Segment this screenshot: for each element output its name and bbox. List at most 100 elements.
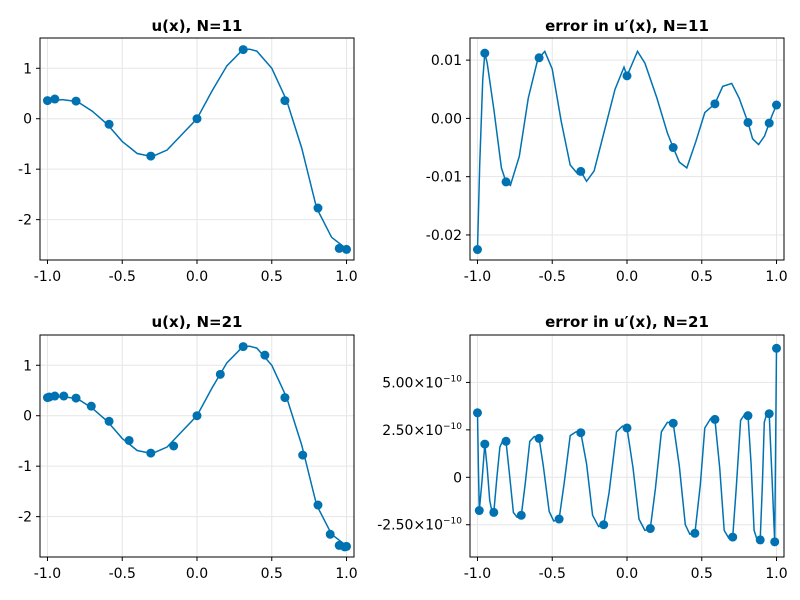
data-point: [215, 369, 225, 379]
data-point: [743, 117, 753, 127]
x-tick-label: -0.5: [539, 269, 566, 285]
x-tick-label: 0.5: [261, 269, 283, 285]
y-tick-label: -2.50×10−10: [377, 517, 462, 534]
data-point: [238, 45, 248, 55]
data-point: [59, 391, 69, 401]
data-point: [342, 541, 352, 551]
data-point: [298, 450, 308, 460]
y-tick-label: -1: [18, 459, 32, 475]
data-point: [480, 48, 490, 58]
data-point: [534, 433, 544, 443]
series-line: [47, 48, 347, 250]
data-point: [710, 414, 720, 424]
data-point: [764, 118, 774, 128]
x-tick-label: 0.5: [691, 566, 713, 582]
data-point: [146, 448, 156, 458]
data-point: [728, 532, 738, 542]
x-tick-label: -1.0: [34, 269, 61, 285]
data-point: [71, 96, 81, 106]
x-tick-label: -1.0: [464, 269, 491, 285]
data-point: [516, 510, 526, 520]
data-point: [710, 99, 720, 109]
x-tick-label: 0.5: [261, 566, 283, 582]
data-point: [480, 439, 490, 449]
data-point: [764, 409, 774, 419]
y-tick-label: 0.01: [431, 53, 462, 69]
x-tick-label: 0.0: [186, 269, 208, 285]
y-tick-label: 1: [23, 61, 32, 77]
data-point: [280, 96, 290, 106]
data-point: [770, 537, 780, 547]
data-point: [86, 401, 96, 411]
data-point: [645, 524, 655, 534]
x-tick-label: 0.0: [186, 566, 208, 582]
data-point: [238, 342, 248, 352]
data-point: [50, 94, 60, 104]
x-tick-label: 1.0: [335, 566, 357, 582]
y-tick-label: 0: [23, 409, 32, 425]
data-point: [599, 520, 609, 530]
y-tick-label: -2: [18, 213, 32, 229]
data-point: [622, 71, 632, 81]
y-tick-label: 0: [23, 112, 32, 128]
x-tick-label: -0.5: [539, 566, 566, 582]
panel-title: u(x), N=21: [152, 313, 243, 331]
data-point: [192, 411, 202, 421]
data-point: [104, 119, 114, 129]
y-tick-label: 1: [23, 358, 32, 374]
data-point: [71, 393, 81, 403]
data-point: [342, 244, 352, 254]
data-point: [534, 53, 544, 63]
data-point: [472, 245, 482, 255]
x-tick-label: 0.0: [616, 566, 638, 582]
data-point: [192, 114, 202, 124]
x-tick-label: 1.0: [765, 269, 787, 285]
data-point: [325, 529, 335, 539]
data-point: [668, 143, 678, 153]
panel-error-n11: error in u′(x), N=11 -1.0 -0.5 0.0 0.5 1.0 0.…: [426, 17, 788, 285]
data-point: [260, 350, 270, 360]
data-point: [576, 166, 586, 176]
y-tick-label: -2: [18, 510, 32, 526]
data-point: [42, 96, 52, 106]
y-tick-label: 0.00: [431, 111, 462, 127]
data-point: [743, 411, 753, 421]
data-point: [313, 203, 323, 213]
x-tick-label: 1.0: [335, 269, 357, 285]
data-point: [280, 393, 290, 403]
data-point: [146, 151, 156, 161]
panel-u-n21: u(x), N=21 -1.0 -0.5 0.0 0.5 1.0 1 0 -1 -2: [18, 313, 358, 582]
data-point: [489, 507, 499, 517]
y-tick-label: 2.50×10−10: [382, 422, 462, 439]
y-tick-label: 5.00×10−10: [382, 374, 462, 391]
x-tick-label: -1.0: [464, 566, 491, 582]
data-point: [334, 243, 344, 253]
data-point: [622, 423, 632, 433]
x-tick-label: -1.0: [34, 566, 61, 582]
data-point: [554, 514, 564, 524]
panel-u-n11: u(x), N=11 -1.0 -0.5 0.0 0.5 1.0 1 0 -1 -2: [18, 17, 358, 285]
x-tick-label: -0.5: [109, 269, 136, 285]
x-tick-label: 0.5: [691, 269, 713, 285]
data-point: [772, 343, 782, 353]
data-point: [501, 177, 511, 187]
data-point: [313, 500, 323, 510]
data-point: [169, 441, 179, 451]
y-tick-label: -1: [18, 162, 32, 178]
y-tick-label: -0.01: [426, 170, 462, 186]
data-point: [576, 428, 586, 438]
data-point: [772, 100, 782, 110]
x-tick-label: 0.0: [616, 269, 638, 285]
data-point: [690, 528, 700, 538]
x-tick-label: -0.5: [109, 566, 136, 582]
data-point: [474, 506, 484, 516]
y-tick-label: 0: [453, 470, 462, 486]
panel-title: error in u′(x), N=21: [545, 313, 709, 331]
data-point: [104, 416, 114, 426]
panel-error-n21: error in u′(x), N=21 -1.0 -0.5 0.0 0.5 1.0 5.…: [377, 313, 787, 582]
x-tick-label: 1.0: [765, 566, 787, 582]
data-point: [472, 408, 482, 418]
panel-title: error in u′(x), N=11: [545, 17, 709, 35]
series-line: [47, 345, 347, 547]
